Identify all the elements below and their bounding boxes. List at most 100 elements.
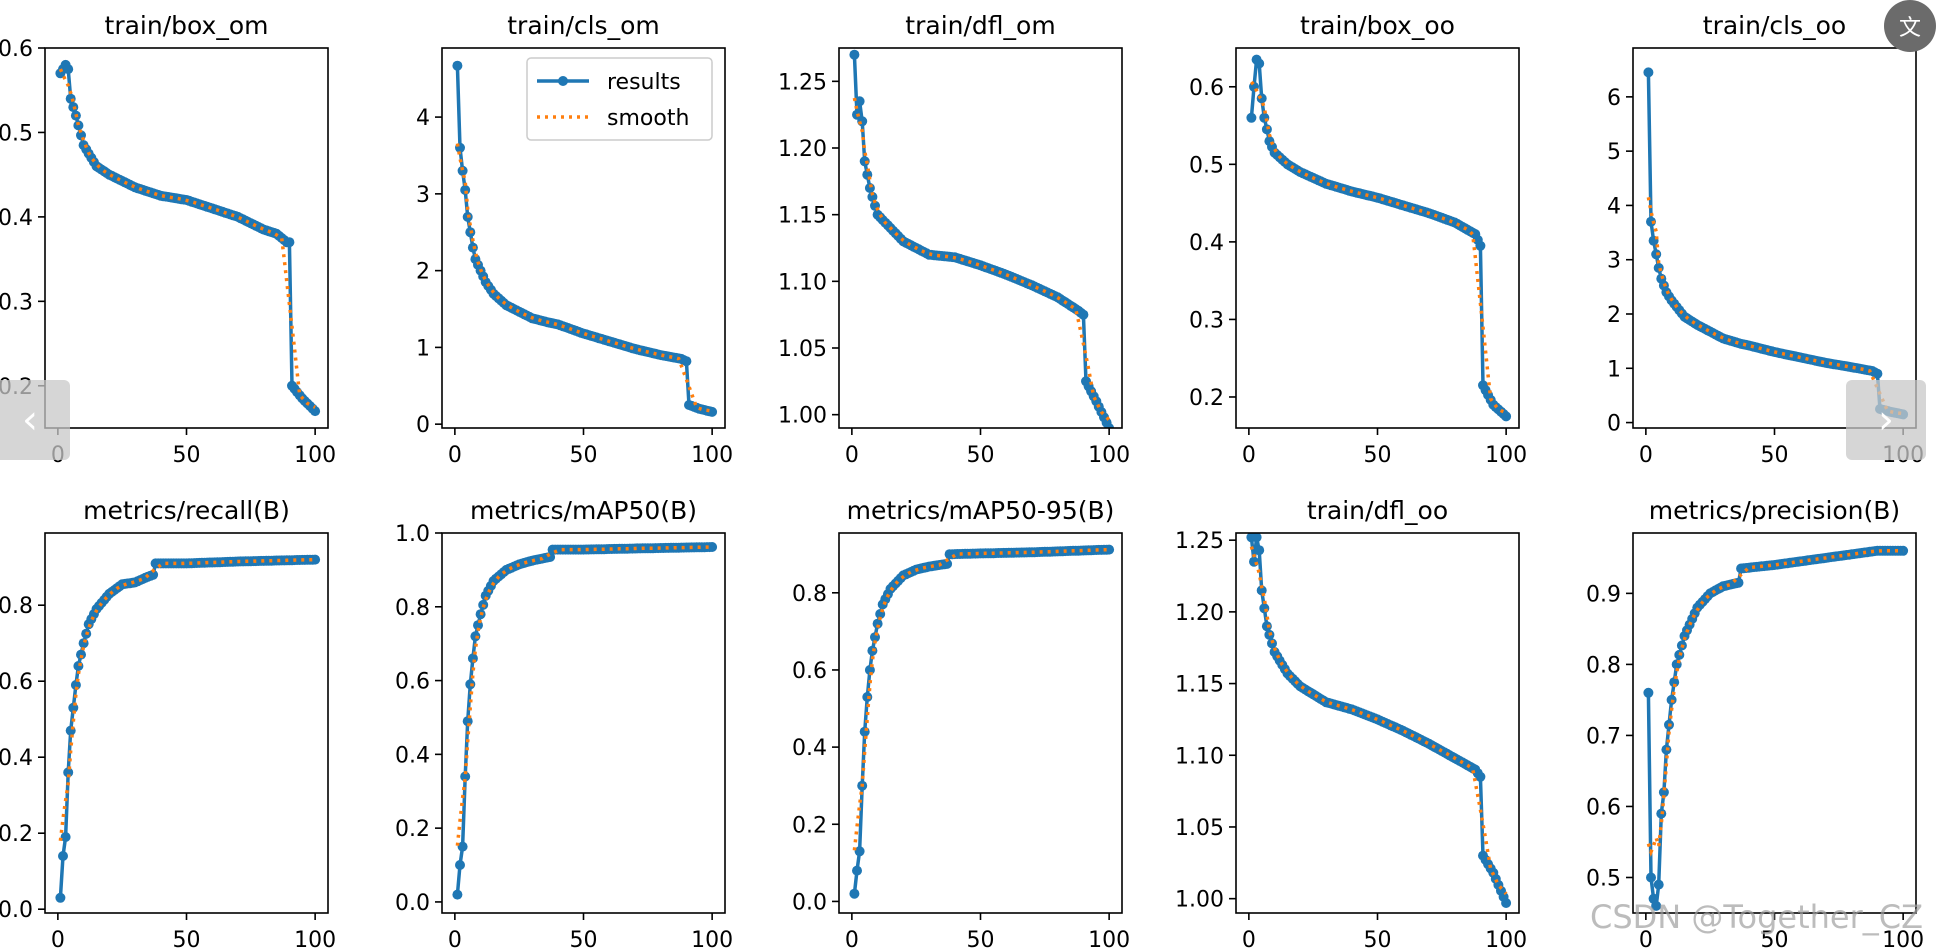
- subplot-title: metrics/recall(B): [83, 496, 290, 525]
- results-point: [849, 888, 860, 899]
- results-point: [1643, 687, 1654, 698]
- watermark: CSDN @Together_CZ: [1590, 898, 1924, 936]
- subplot-title: train/dfl_oo: [1307, 496, 1448, 525]
- y-tick-label: 2: [1607, 303, 1621, 328]
- y-tick-label: 1.00: [1175, 888, 1224, 913]
- subplot-10: 0 50 100 0.5 0.6 0.7 0.8 0.9 metrics/precision(B…: [1586, 496, 1924, 950]
- x-tick-label: 100: [1088, 928, 1130, 950]
- results-point: [707, 542, 718, 552]
- results-point: [1658, 787, 1669, 798]
- chevron-right-icon: ›: [1878, 397, 1894, 443]
- results-point: [1104, 544, 1115, 555]
- results-point: [1254, 58, 1265, 69]
- results-point: [73, 120, 84, 131]
- x-tick-label: 100: [691, 928, 733, 950]
- legend: results smooth: [526, 57, 713, 141]
- results-point: [854, 846, 865, 857]
- y-tick-label: 0.6: [1189, 76, 1224, 101]
- results-point: [60, 832, 71, 842]
- results-point: [284, 237, 295, 248]
- results-point: [1872, 368, 1883, 379]
- results-point: [1653, 879, 1664, 890]
- results-point: [1104, 423, 1115, 428]
- y-tick-label: 0: [1607, 412, 1621, 437]
- subplot-title: train/dfl_om: [905, 11, 1055, 40]
- results-point: [849, 49, 860, 60]
- y-tick-label: 0.4: [0, 746, 33, 771]
- y-tick-label: 0.0: [395, 891, 430, 916]
- results-point: [1259, 112, 1270, 123]
- results-point: [452, 889, 463, 900]
- next-image-button[interactable]: ›: [1846, 380, 1926, 460]
- results-point: [1651, 249, 1662, 260]
- plot-frame: [838, 47, 1123, 429]
- y-tick-label: 3: [416, 183, 430, 208]
- smooth-line: [852, 547, 1110, 851]
- x-tick-label: 50: [173, 928, 201, 950]
- results-point: [857, 116, 868, 127]
- y-tick-label: 0.9: [1586, 582, 1621, 607]
- results-point: [1475, 771, 1486, 782]
- y-tick-label: 0.3: [1189, 308, 1224, 333]
- y-tick-label: 0.2: [395, 817, 430, 842]
- results-point: [310, 406, 321, 417]
- y-tick-label: 0.2: [0, 822, 33, 847]
- y-tick-label: 0.5: [1189, 153, 1224, 178]
- y-tick-label: 1.25: [778, 70, 827, 95]
- results-line: [1249, 57, 1508, 418]
- x-tick-label: 50: [1761, 928, 1789, 950]
- subplot-title: metrics/mAP50(B): [470, 496, 697, 525]
- y-tick-label: 6: [1607, 86, 1621, 111]
- y-tick-label: 0.4: [0, 206, 33, 231]
- subplot-5: 0501000123456train/cls_oo: [1607, 11, 1924, 468]
- results-point: [1501, 898, 1512, 908]
- results-point: [681, 356, 692, 367]
- plot-frame: [44, 532, 329, 914]
- plot-area: [452, 542, 718, 900]
- results-point: [1259, 603, 1270, 614]
- y-tick-label: 1.25: [1175, 529, 1224, 554]
- y-tick-label: 0.6: [395, 670, 430, 695]
- translate-icon: 文: [1898, 16, 1921, 41]
- y-tick-label: 1.20: [778, 137, 827, 162]
- x-tick-label: 100: [1882, 928, 1924, 950]
- y-tick-label: 1.10: [1175, 744, 1224, 769]
- subplot-title: train/cls_om: [507, 11, 659, 40]
- results-point: [1646, 216, 1656, 227]
- subplot-title: train/box_oo: [1300, 11, 1455, 40]
- legend-results-label: results: [607, 70, 681, 95]
- y-tick-label: 0.5: [1586, 866, 1621, 891]
- results-point: [1643, 67, 1654, 78]
- legend-results-marker: [558, 76, 568, 86]
- translate-button[interactable]: 文: [1884, 0, 1936, 52]
- x-tick-label: 100: [1485, 443, 1527, 468]
- subplot-7: 0 50 100 0.0 0.2 0.4 0.6 0.8 1.0 metrics/mAP50(B): [395, 496, 733, 950]
- x-tick-label: 50: [1364, 928, 1392, 950]
- subplot-4: 0 50 100 0.2 0.3 0.4 0.5 0.6 train/box_oo: [1189, 11, 1527, 468]
- results-point: [942, 558, 953, 569]
- results-point: [1653, 262, 1664, 273]
- plot-area: [55, 554, 321, 903]
- results-point: [1267, 638, 1277, 649]
- plot-area: [1246, 533, 1512, 908]
- x-tick-label: 100: [1088, 443, 1130, 468]
- results-point: [1078, 309, 1089, 320]
- y-tick-label: 0.0: [0, 898, 33, 923]
- y-tick-label: 0.6: [1586, 795, 1621, 820]
- x-tick-label: 50: [1761, 443, 1789, 468]
- results-point: [460, 771, 471, 782]
- results-point: [1251, 533, 1262, 543]
- y-tick-label: 1.05: [778, 337, 827, 362]
- plot-area: [849, 544, 1115, 899]
- y-tick-label: 1.00: [778, 404, 827, 429]
- y-tick-label: 5: [1607, 140, 1621, 165]
- results-point: [1475, 240, 1486, 251]
- results-point: [1261, 621, 1272, 632]
- subplot-6: 0 50 100 0.0 0.2 0.4 0.6 0.8 metrics/recall(B): [0, 496, 336, 950]
- prev-image-button[interactable]: ‹: [0, 380, 70, 460]
- y-tick-label: 0.7: [1586, 724, 1621, 749]
- y-tick-label: 0.5: [0, 121, 33, 146]
- smooth-line: [455, 143, 713, 413]
- y-tick-label: 0.4: [1189, 231, 1224, 256]
